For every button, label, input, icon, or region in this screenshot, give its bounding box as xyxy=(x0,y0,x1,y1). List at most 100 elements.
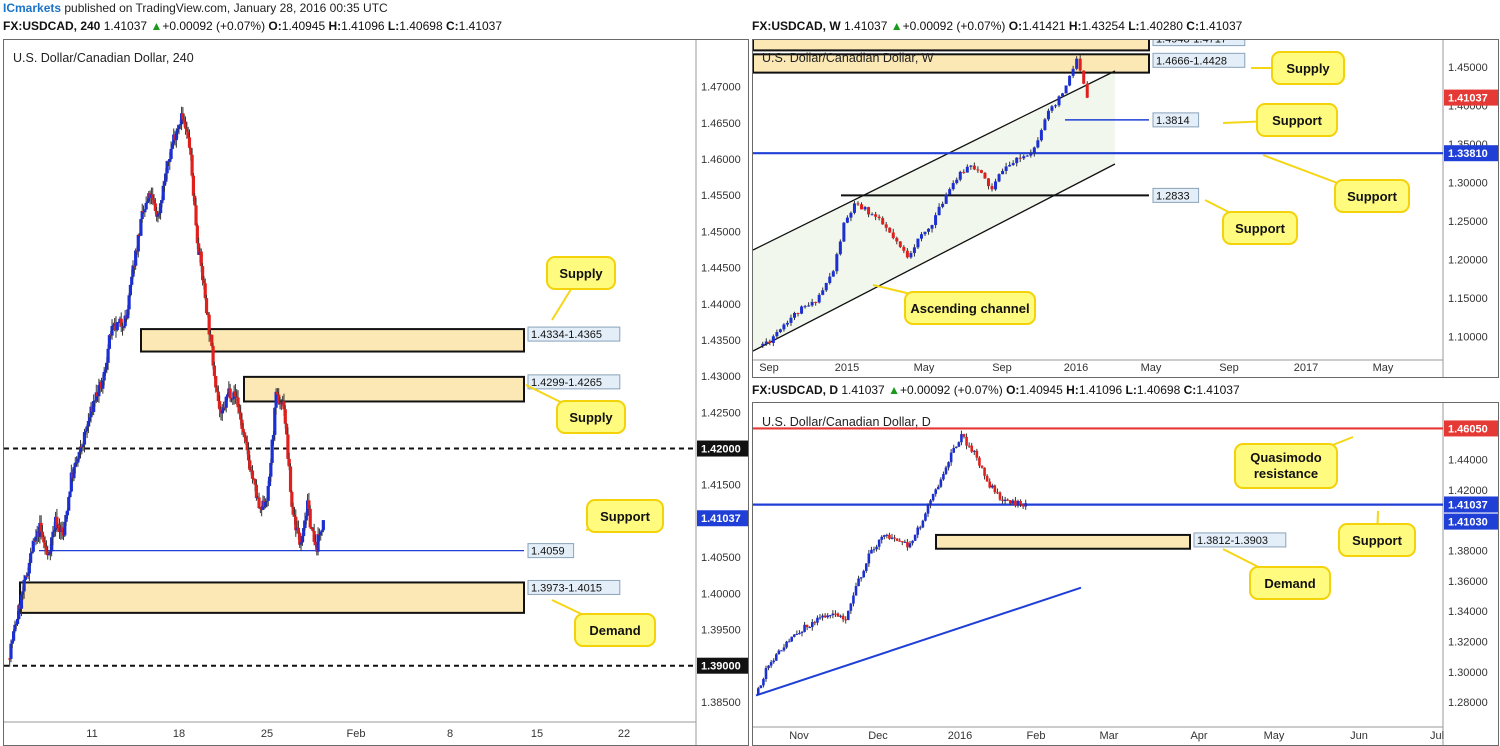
candle-body xyxy=(245,441,249,451)
candle-body xyxy=(94,392,98,401)
candle-body xyxy=(1022,156,1026,159)
candle-body xyxy=(803,306,807,308)
publisher-brand[interactable]: ICmarkets xyxy=(3,1,62,15)
candle-body xyxy=(42,537,46,543)
candle-body xyxy=(8,658,12,660)
candle-body xyxy=(239,412,243,420)
y-tick-label: 1.25000 xyxy=(1448,216,1488,228)
candle-body xyxy=(831,613,835,616)
h4-close: 1.41037 xyxy=(458,19,503,33)
candle-body xyxy=(309,527,314,529)
candle-body xyxy=(845,217,849,223)
candle-body xyxy=(1001,170,1005,175)
candle-body xyxy=(292,514,297,517)
x-tick-label: 18 xyxy=(173,728,185,740)
y-tick-label: 1.42000 xyxy=(1448,485,1488,497)
candle-body xyxy=(814,301,818,303)
candle-body xyxy=(785,322,789,325)
candle-body xyxy=(200,266,205,281)
candle-body xyxy=(72,467,76,479)
support-label-1283: 1.2833 xyxy=(1156,190,1190,202)
candle-body xyxy=(153,203,157,211)
candle-body xyxy=(144,203,148,210)
support-label-1381-box xyxy=(1152,112,1200,128)
candle-body xyxy=(1068,75,1072,86)
candle-body xyxy=(985,475,989,482)
candle-body xyxy=(115,322,119,331)
candle-body xyxy=(194,205,198,226)
candle-body xyxy=(190,154,194,176)
candle-body xyxy=(831,271,835,277)
candle-body xyxy=(941,203,945,207)
candle-body xyxy=(101,380,105,389)
y-tick-label: 1.42500 xyxy=(701,407,741,419)
candle-body xyxy=(986,178,990,187)
y-tick-label: 1.38500 xyxy=(701,697,741,709)
candle-body xyxy=(998,492,1002,500)
y-tick-label: 1.15000 xyxy=(1448,293,1488,305)
candle-body xyxy=(271,434,276,440)
x-tick-label: Nov xyxy=(789,730,809,742)
candle-body xyxy=(126,309,130,319)
candle-body xyxy=(299,542,303,545)
candle-body xyxy=(111,324,115,327)
candle-body xyxy=(10,640,14,644)
candle-body xyxy=(273,407,277,435)
callout-quasimodo-text-2: resistance xyxy=(1254,466,1318,481)
candle-body xyxy=(189,147,193,155)
x-tick-label: May xyxy=(1264,730,1285,742)
candle-body xyxy=(216,391,220,402)
candle-body xyxy=(808,627,812,629)
candle-body xyxy=(960,434,963,443)
candle-body xyxy=(1014,500,1017,506)
candle-body xyxy=(870,549,873,554)
candle-body xyxy=(835,254,839,272)
daily-chart-panel[interactable]: 1.440001.420001.400001.380001.360001.340… xyxy=(752,402,1499,746)
x-tick-label: Sep xyxy=(992,362,1012,374)
candle-body xyxy=(902,246,906,251)
weekly-change: +0.00092 (+0.07%) xyxy=(902,19,1006,33)
candle-body xyxy=(270,439,274,463)
h4-chart-panel[interactable]: 1.47000 1.46500 1.46000 1.45500 1.45000 1.445… xyxy=(3,39,749,746)
candle-body xyxy=(800,631,804,634)
candle-body xyxy=(109,335,113,337)
support-label: 1.4059 xyxy=(531,546,565,558)
tag-1390: 1.39000 xyxy=(701,661,741,673)
candle-body xyxy=(764,341,768,344)
candle-body xyxy=(772,660,776,663)
daily-low: 1.40698 xyxy=(1136,383,1181,397)
candle-body xyxy=(197,243,201,255)
candle-body xyxy=(1053,105,1057,107)
candle-body xyxy=(224,396,228,408)
daily-chart-svg[interactable]: 1.440001.420001.400001.380001.360001.340… xyxy=(753,403,1498,745)
weekly-chart-panel[interactable]: 1.45000 1.40000 1.35000 1.30000 1.25000 1.200… xyxy=(752,39,1499,378)
candle-body xyxy=(246,450,251,461)
x-tick-label: Jul xyxy=(1430,730,1444,742)
candle-body xyxy=(976,169,980,171)
zone-label-lower-box xyxy=(527,374,621,390)
candle-body xyxy=(955,179,959,184)
candle-body xyxy=(756,688,760,695)
weekly-chart-svg[interactable]: 1.450001.400001.350001.300001.250001.200… xyxy=(753,40,1498,377)
candle-body xyxy=(1008,164,1012,167)
candle-body xyxy=(253,479,257,485)
candle-body xyxy=(1043,119,1047,131)
callout-supply-upper xyxy=(546,256,616,290)
tag-1410: 1.41030 xyxy=(1448,517,1488,529)
candle-body xyxy=(51,531,55,538)
candle-body xyxy=(967,445,971,447)
zone-label-demand: 1.3812-1.3903 xyxy=(1197,535,1268,547)
y-tick-label: 1.40500 xyxy=(701,552,741,564)
candle-body xyxy=(257,497,261,509)
h4-chart-svg[interactable]: 1.47000 1.46500 1.46000 1.45500 1.45000 1.445… xyxy=(4,40,748,745)
candle-body xyxy=(64,515,68,522)
candle-body xyxy=(46,551,50,556)
zone-label-lower: 1.4666-1.4428 xyxy=(1156,55,1227,67)
candle-body xyxy=(174,132,178,141)
candle-body xyxy=(767,665,770,669)
candle-body xyxy=(39,522,43,532)
candle-body xyxy=(916,527,920,535)
candle-body xyxy=(862,570,866,578)
candle-body xyxy=(307,500,311,509)
zone-label-upper-box xyxy=(527,326,621,342)
